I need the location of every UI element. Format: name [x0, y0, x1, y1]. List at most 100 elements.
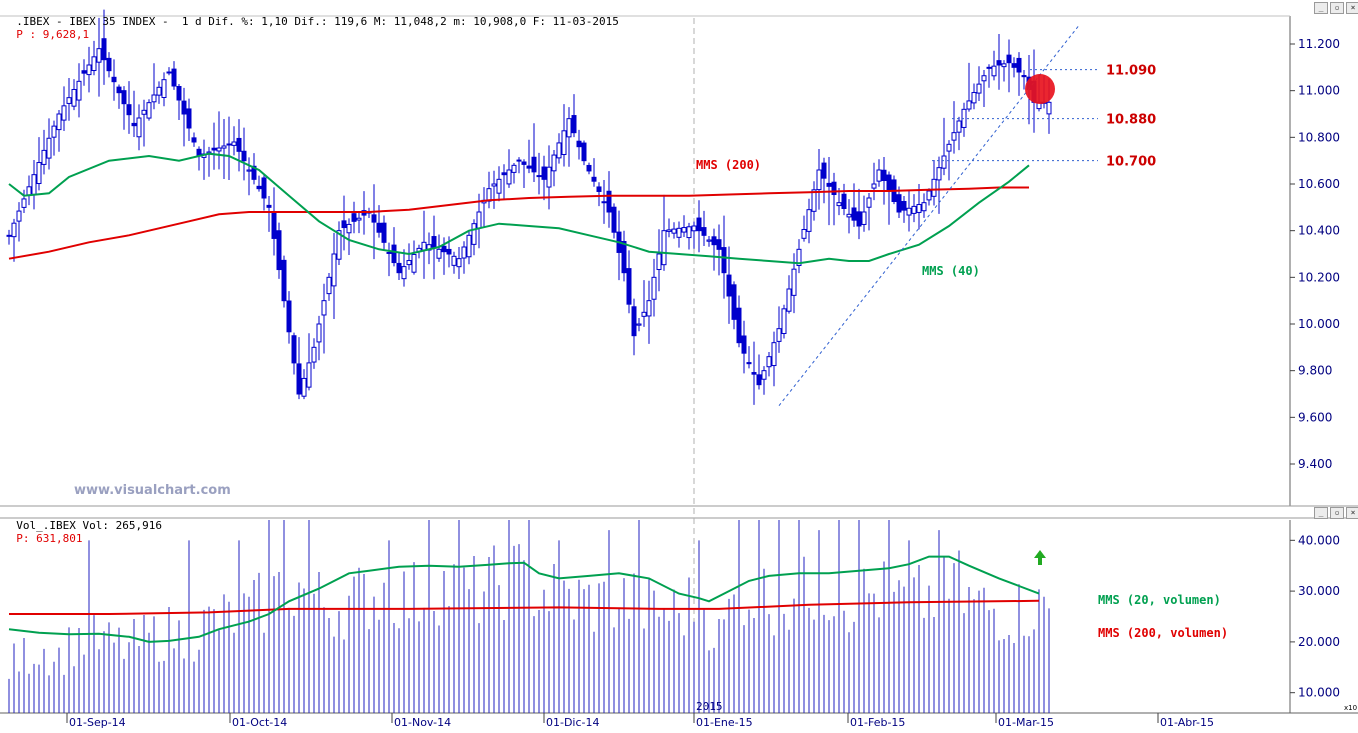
candle-body: [26, 186, 32, 196]
candle-body: [966, 100, 972, 110]
restore-icon[interactable]: ▫: [1330, 507, 1344, 519]
candle-body: [541, 166, 547, 180]
restore-icon[interactable]: ▫: [1330, 2, 1344, 14]
candle-body: [311, 346, 317, 363]
candle-body: [866, 197, 872, 208]
candle-body: [641, 311, 647, 317]
volume-y-axis: 10.000 20.000 30.000 40.000: [1290, 533, 1340, 700]
candle-body: [291, 335, 297, 364]
x10-badge: x10: [1344, 704, 1357, 712]
mms200-label: MMS (200): [696, 158, 761, 172]
candle-body: [111, 76, 117, 83]
candle-body: [261, 177, 267, 199]
candle-body: [766, 356, 772, 368]
candle-body: [681, 227, 687, 233]
candle-body: [331, 253, 337, 287]
price-y-axis: 9.400 9.600 9.800 10.000 10.200 10.400 10.600 1…: [1290, 37, 1340, 471]
candle-body: [716, 239, 722, 250]
candle-body: [156, 86, 162, 96]
candle-body: [76, 80, 82, 101]
price-tick-label: 11.200: [1298, 37, 1340, 51]
candle-body: [406, 260, 412, 266]
candle-body: [661, 230, 667, 266]
candle-body: [296, 363, 302, 395]
candle-body: [836, 202, 842, 207]
minimize-icon[interactable]: _: [1314, 507, 1328, 519]
x-tick-label: 01-Sep-14: [69, 716, 126, 729]
candle-body: [881, 169, 887, 181]
candle-body: [166, 71, 172, 74]
price-tick-label: 10.000: [1298, 317, 1340, 331]
candle-body: [221, 145, 227, 149]
x-tick-label: 01-Feb-15: [850, 716, 905, 729]
candle-body: [841, 193, 847, 210]
candle-body: [946, 143, 952, 152]
candle-body: [896, 194, 902, 213]
x-tick-label: 01-Oct-14: [232, 716, 287, 729]
candle-body: [821, 162, 827, 179]
candle-body: [501, 172, 507, 176]
candle-body: [381, 222, 387, 243]
mms40-label: MMS (40): [922, 264, 980, 278]
close-icon[interactable]: ×: [1346, 2, 1358, 14]
candle-body: [371, 214, 377, 223]
candle-body: [21, 198, 27, 208]
candle-body: [96, 48, 102, 63]
candle-body: [811, 189, 817, 212]
candle-body: [746, 362, 752, 365]
candle-body: [476, 211, 482, 229]
candle-body: [831, 181, 837, 196]
candle-body: [981, 75, 987, 82]
candle-body: [326, 276, 332, 295]
candle-body: [216, 147, 222, 152]
x-tick-label: 01-Ene-15: [696, 716, 753, 729]
candle-body: [991, 65, 997, 77]
candle-body: [181, 100, 187, 115]
candle-body: [701, 227, 707, 236]
candle-body: [886, 174, 892, 192]
candle-body: [806, 209, 812, 232]
candle-body: [411, 253, 417, 273]
candle-body: [226, 143, 232, 146]
candle-body: [516, 159, 522, 162]
candle-body: [281, 259, 287, 302]
candle-body: [846, 213, 852, 218]
volume-tick-label: 40.000: [1298, 533, 1340, 547]
minimize-icon[interactable]: _: [1314, 2, 1328, 14]
candle-body: [186, 108, 192, 129]
candle-body: [521, 161, 527, 165]
volume-tick-label: 30.000: [1298, 584, 1340, 598]
candle-body: [526, 165, 532, 169]
candle-body: [106, 57, 112, 72]
candle-body: [376, 222, 382, 233]
mms200-line: [8, 186, 1029, 260]
candle-body: [631, 306, 637, 337]
candle-body: [401, 266, 407, 280]
candle-body: [816, 169, 822, 191]
candle-body: [456, 258, 462, 268]
candle-body: [81, 70, 87, 74]
candle-body: [466, 234, 472, 258]
candle-body: [41, 149, 47, 165]
highlight-marker: [1025, 74, 1055, 104]
candle-body: [596, 186, 602, 192]
candle-body: [646, 300, 652, 317]
candle-body: [626, 268, 632, 305]
candle-body: [756, 374, 762, 386]
candle-body: [191, 137, 197, 143]
candle-body: [996, 60, 1002, 66]
volume-header: Vol_.IBEX Vol: 265,916 P: 631,801: [3, 506, 162, 545]
vol-mms20-label: MMS (20, volumen): [1098, 593, 1221, 607]
candle-body: [556, 142, 562, 159]
candle-body: [726, 274, 732, 297]
level-label: 10.700: [1106, 155, 1156, 170]
vol-mms20-line: [8, 555, 1040, 643]
price-window-buttons: _ ▫ ×: [1314, 2, 1358, 14]
candle-body: [636, 323, 642, 326]
candle-body: [826, 182, 832, 187]
close-icon[interactable]: ×: [1346, 507, 1358, 519]
candle-body: [1016, 57, 1022, 73]
candle-body: [731, 284, 737, 320]
candle-body: [121, 90, 127, 105]
candle-body: [286, 300, 292, 333]
